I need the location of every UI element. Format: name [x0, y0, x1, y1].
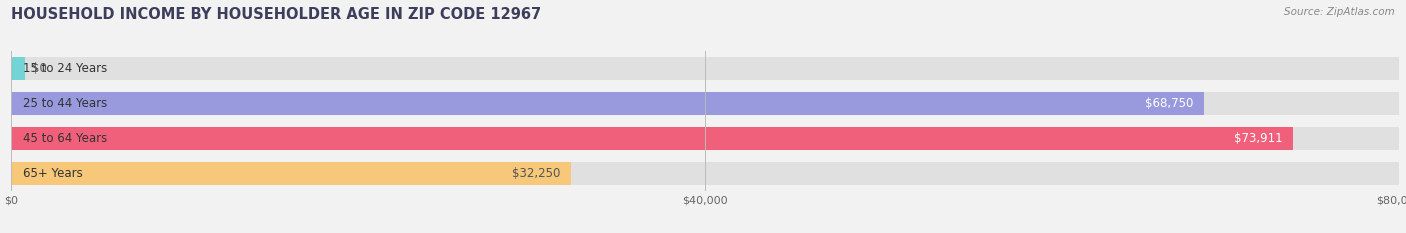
Text: 45 to 64 Years: 45 to 64 Years [24, 132, 108, 145]
Text: 25 to 44 Years: 25 to 44 Years [24, 97, 108, 110]
Bar [11, 162, 571, 185]
Bar [11, 92, 1399, 115]
Text: $0: $0 [32, 62, 46, 75]
Text: $73,911: $73,911 [1234, 132, 1282, 145]
Text: Source: ZipAtlas.com: Source: ZipAtlas.com [1284, 7, 1395, 17]
Text: 65+ Years: 65+ Years [24, 167, 83, 180]
Bar [11, 57, 25, 80]
Bar [11, 127, 1399, 150]
Text: $32,250: $32,250 [512, 167, 560, 180]
Bar [11, 127, 1294, 150]
Text: $68,750: $68,750 [1144, 97, 1194, 110]
Bar [11, 92, 1204, 115]
Bar [11, 57, 1399, 80]
Bar [11, 162, 1399, 185]
Text: HOUSEHOLD INCOME BY HOUSEHOLDER AGE IN ZIP CODE 12967: HOUSEHOLD INCOME BY HOUSEHOLDER AGE IN Z… [11, 7, 541, 22]
Text: 15 to 24 Years: 15 to 24 Years [24, 62, 108, 75]
